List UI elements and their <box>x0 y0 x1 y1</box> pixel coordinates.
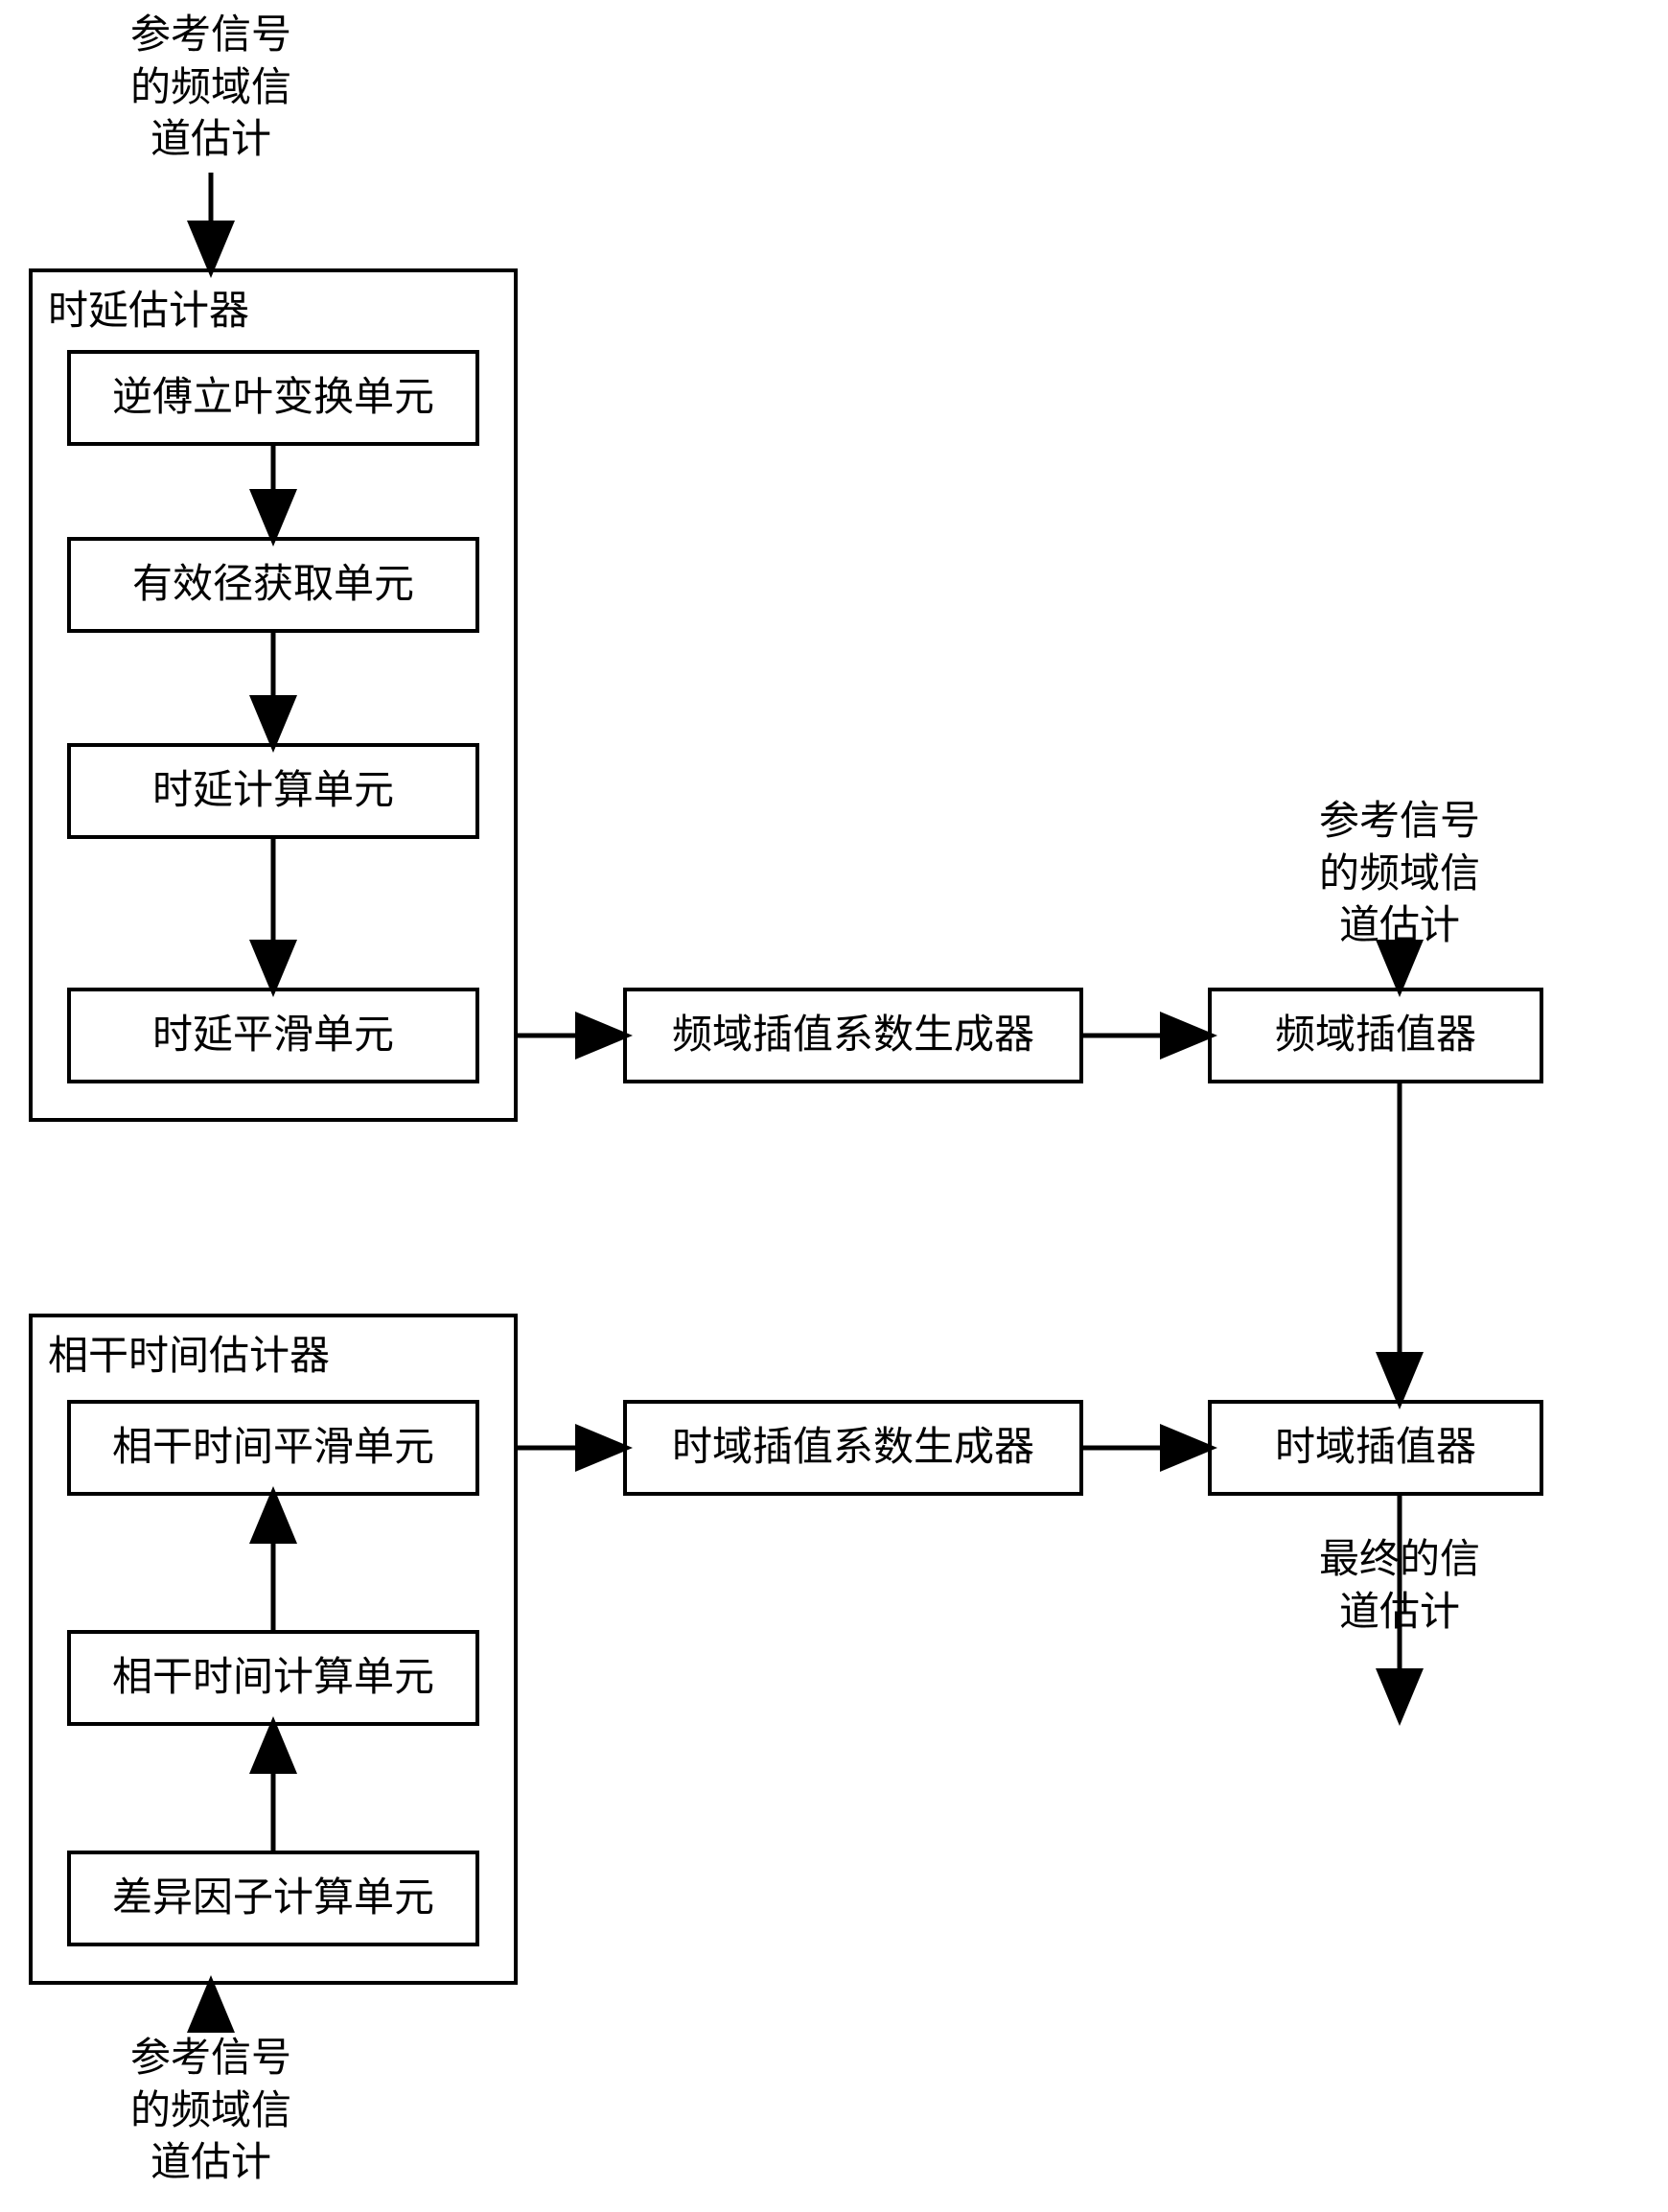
freq-coef-gen-node: 频域插值系数生成器 <box>623 988 1083 1083</box>
time-coef-gen-node: 时域插值系数生成器 <box>623 1400 1083 1496</box>
input-top-label: 参考信号 的频域信 道估计 <box>86 10 336 167</box>
freq-interp-node: 频域插值器 <box>1208 988 1543 1083</box>
coherence-estimator-title: 相干时间估计器 <box>48 1333 330 1381</box>
input-bottom-label: 参考信号 的频域信 道估计 <box>86 2033 336 2190</box>
delay-calc-node: 时延计算单元 <box>67 743 479 839</box>
time-interp-node: 时域插值器 <box>1208 1400 1543 1496</box>
delay-estimator-title: 时延估计器 <box>48 288 249 336</box>
path-extract-node: 有效径获取单元 <box>67 537 479 633</box>
output-label: 最终的信 道估计 <box>1275 1534 1524 1639</box>
diff-factor-node: 差异因子计算单元 <box>67 1851 479 1946</box>
coh-smooth-node: 相干时间平滑单元 <box>67 1400 479 1496</box>
ifft-node: 逆傅立叶变换单元 <box>67 350 479 446</box>
delay-smooth-node: 时延平滑单元 <box>67 988 479 1083</box>
input-right-label: 参考信号 的频域信 道估计 <box>1275 796 1524 953</box>
coh-calc-node: 相干时间计算单元 <box>67 1630 479 1726</box>
